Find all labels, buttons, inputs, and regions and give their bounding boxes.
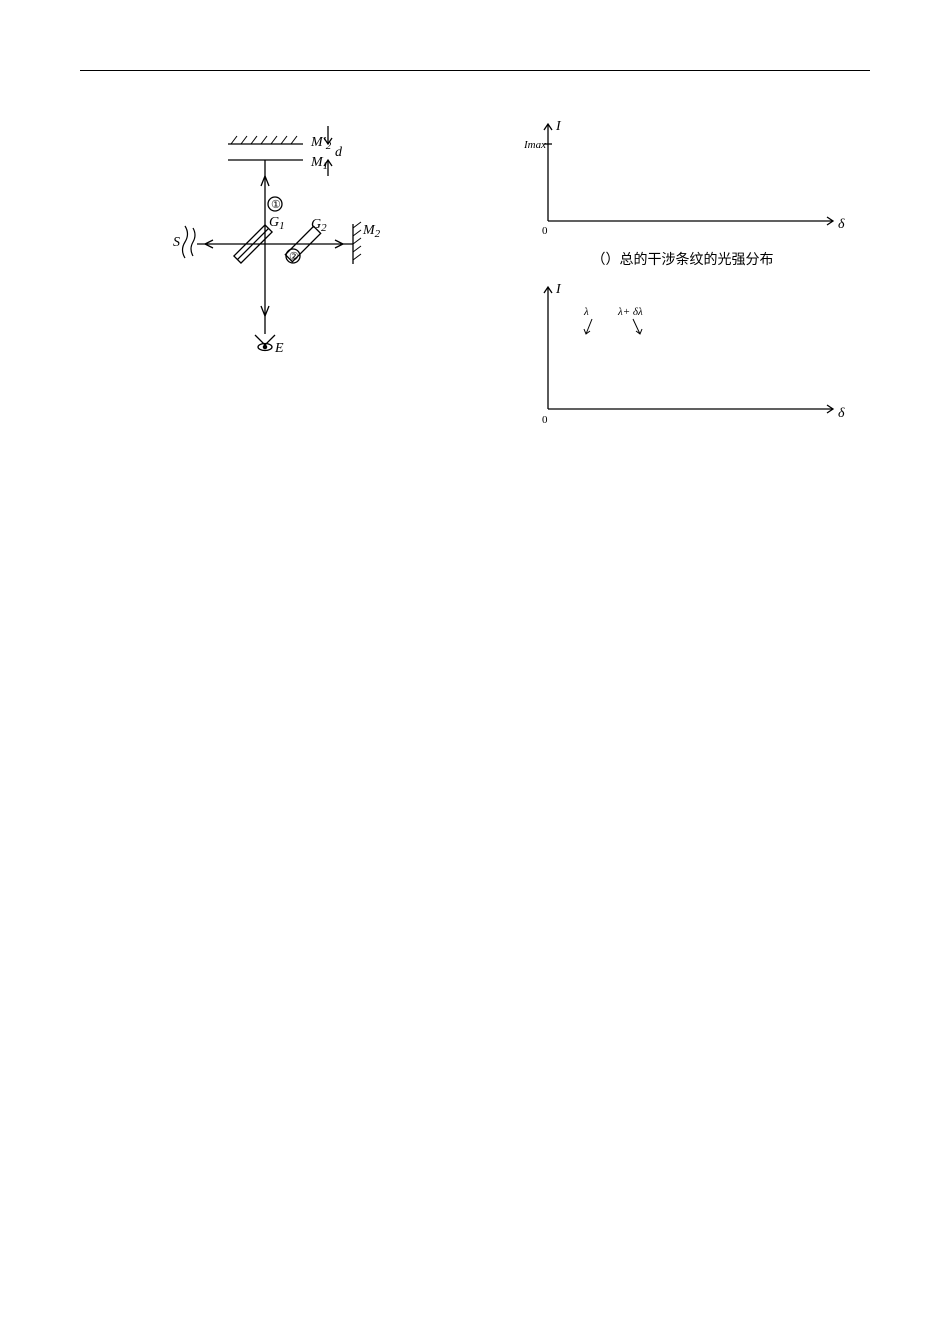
svg-text:δ: δ: [838, 217, 845, 232]
svg-text:0: 0: [542, 414, 548, 426]
right-column: I Imax 0 δ （）总的干涉条纹的光强分布: [495, 110, 870, 444]
svg-text:G1: G1: [269, 215, 285, 232]
svg-text:λ: λ: [583, 306, 589, 318]
two-column-layout: M′2 M1 d S G1 G2 M2 E ① ②: [80, 110, 870, 444]
svg-text:Imax: Imax: [523, 139, 546, 151]
michelson-diagram: M′2 M1 d S G1 G2 M2 E ① ②: [153, 116, 383, 366]
svg-text:①: ①: [271, 199, 281, 211]
figure-2-1: M′2 M1 d S G1 G2 M2 E ① ②: [80, 116, 455, 371]
two-wavelength-plot: I 0 δ λ λ+ δλ: [518, 279, 848, 429]
top-rule: [80, 70, 870, 71]
figure-2-2a: I Imax 0 δ: [495, 116, 870, 241]
page: M′2 M1 d S G1 G2 M2 E ① ②: [0, 0, 945, 1337]
svg-text:d: d: [335, 145, 343, 160]
svg-text:I: I: [555, 119, 562, 134]
svg-text:M1: M1: [310, 155, 328, 172]
svg-text:M2: M2: [362, 223, 381, 240]
svg-text:I: I: [555, 282, 562, 297]
left-column: M′2 M1 d S G1 G2 M2 E ① ②: [80, 110, 455, 444]
total-intensity-plot: I Imax 0 δ: [518, 116, 848, 236]
svg-text:E: E: [274, 341, 284, 356]
figure-2-2b: I 0 δ λ λ+ δλ: [495, 279, 870, 434]
svg-text:S: S: [173, 235, 180, 250]
figure-2-2a-caption: （）总的干涉条纹的光强分布: [495, 249, 870, 269]
svg-text:②: ②: [289, 251, 299, 263]
svg-text:0: 0: [542, 225, 548, 236]
svg-text:δ: δ: [838, 406, 845, 421]
text: 总的干涉条纹的光强分布: [620, 253, 774, 268]
svg-text:λ+ δλ: λ+ δλ: [617, 306, 643, 318]
svg-text:G2: G2: [311, 217, 327, 234]
